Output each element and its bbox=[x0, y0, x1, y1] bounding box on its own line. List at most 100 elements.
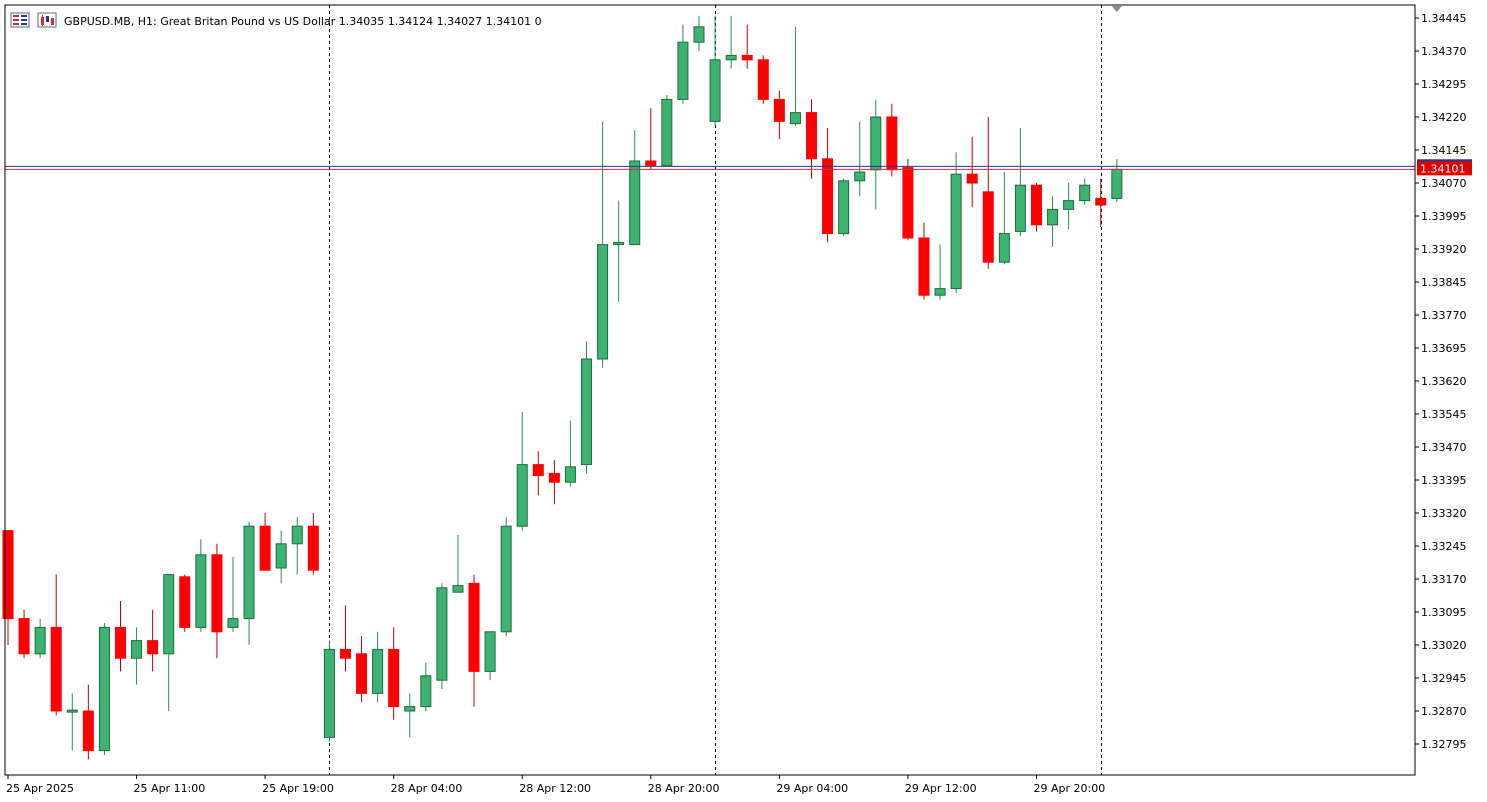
candle bbox=[275, 530, 287, 584]
candle-body-bear bbox=[886, 116, 898, 171]
candle bbox=[645, 108, 657, 170]
candle-body-bull bbox=[838, 180, 850, 235]
candle bbox=[950, 152, 962, 293]
candle bbox=[757, 55, 769, 104]
y-tick-label: 1.33995 bbox=[1421, 210, 1467, 223]
candle-body-bull bbox=[950, 173, 962, 290]
candle-body-bull bbox=[870, 116, 882, 171]
y-tick-label: 1.33395 bbox=[1421, 474, 1467, 487]
candle bbox=[179, 574, 191, 632]
candle-body-bear bbox=[902, 167, 914, 239]
candle-body-bear bbox=[741, 54, 753, 61]
candle-body-bear bbox=[356, 653, 368, 694]
candle bbox=[564, 420, 576, 487]
candle-body-bull bbox=[291, 525, 303, 545]
candle-body-bear bbox=[114, 626, 126, 659]
candle bbox=[147, 609, 159, 672]
candle-body-bull bbox=[195, 554, 207, 628]
candle-body-bear bbox=[532, 464, 544, 477]
candle bbox=[613, 200, 625, 302]
candle bbox=[34, 618, 46, 659]
candle-body-bear bbox=[179, 576, 191, 628]
current-price-label: 1.34101 bbox=[1420, 162, 1466, 175]
y-tick-label: 1.34445 bbox=[1421, 12, 1467, 25]
candle-body-bear bbox=[82, 710, 94, 752]
candle bbox=[404, 693, 416, 738]
y-tick-label: 1.32870 bbox=[1421, 705, 1467, 718]
candle-body-bear bbox=[918, 237, 930, 296]
candle-body-bull bbox=[323, 648, 335, 738]
chart-type-icon[interactable] bbox=[37, 12, 57, 28]
candle-body-bull bbox=[934, 288, 946, 296]
candle bbox=[548, 460, 560, 505]
y-tick-label: 1.33470 bbox=[1421, 441, 1467, 454]
axes-layer: 1.34445 1.34370 1.34295 1.34220 1.34145 1.340… bbox=[4, 4, 1472, 795]
candle bbox=[50, 574, 62, 716]
candle-body-bull bbox=[163, 574, 175, 655]
candle-body-bull bbox=[420, 675, 432, 708]
candle-body-bull bbox=[404, 706, 416, 712]
chart-shift-marker-icon[interactable] bbox=[1111, 6, 1122, 12]
candle-body-bull bbox=[661, 98, 673, 166]
y-tick-label: 1.32945 bbox=[1421, 672, 1467, 685]
candle-body-bull bbox=[131, 640, 143, 659]
candle-body-bear bbox=[548, 472, 560, 483]
candle-body-bull bbox=[500, 525, 512, 633]
candle bbox=[1079, 178, 1091, 205]
plot-frame bbox=[4, 4, 1416, 776]
candle-body-bull bbox=[484, 631, 496, 672]
x-tick-label: 28 Apr 12:00 bbox=[519, 782, 591, 795]
candle bbox=[1047, 196, 1059, 247]
x-tick-label: 25 Apr 2025 bbox=[6, 782, 74, 795]
candle bbox=[195, 539, 207, 632]
candle-body-bear bbox=[773, 98, 785, 122]
candle bbox=[581, 341, 593, 474]
candle-body-bear bbox=[50, 626, 62, 712]
y-tick-label: 1.34070 bbox=[1421, 177, 1467, 190]
candle bbox=[982, 117, 994, 269]
candle-body-bull bbox=[98, 626, 110, 752]
y-tick-label: 1.32795 bbox=[1421, 738, 1467, 751]
candle-body-bear bbox=[1030, 184, 1042, 226]
candles-menu-icon[interactable] bbox=[10, 12, 30, 28]
candle bbox=[211, 543, 223, 659]
y-tick-label: 1.33320 bbox=[1421, 507, 1467, 520]
x-tick-label: 25 Apr 11:00 bbox=[134, 782, 206, 795]
y-tick-label: 1.33245 bbox=[1421, 540, 1467, 553]
y-tick-label: 1.33770 bbox=[1421, 309, 1467, 322]
candle-body-bull bbox=[564, 466, 576, 483]
candle-body-bear bbox=[18, 618, 30, 655]
y-tick-label: 1.33020 bbox=[1421, 639, 1467, 652]
candle bbox=[500, 517, 512, 637]
candle-body-bull bbox=[66, 709, 78, 713]
candle-body-bear bbox=[822, 158, 834, 235]
candle bbox=[966, 136, 978, 208]
chart-header-title: GBPUSD.MB, H1: Great Britan Pound vs US … bbox=[64, 15, 542, 28]
x-tick-label: 29 Apr 20:00 bbox=[1033, 782, 1105, 795]
y-tick-label: 1.33095 bbox=[1421, 606, 1467, 619]
candle-body-bull bbox=[613, 241, 625, 246]
candle bbox=[1063, 183, 1075, 230]
candle bbox=[854, 121, 866, 197]
candle bbox=[18, 609, 30, 659]
y-tick-label: 1.34370 bbox=[1421, 45, 1467, 58]
candle bbox=[629, 130, 641, 246]
candle-body-bull bbox=[581, 358, 593, 466]
candle bbox=[388, 627, 400, 720]
candle-body-bear bbox=[307, 525, 319, 571]
candle bbox=[66, 693, 78, 751]
candle bbox=[452, 535, 464, 593]
candle bbox=[259, 513, 271, 571]
candle-body-bear bbox=[757, 59, 769, 100]
y-tick-label: 1.33920 bbox=[1421, 243, 1467, 256]
candle bbox=[339, 605, 351, 672]
candle bbox=[114, 601, 126, 672]
candle-body-bull bbox=[1047, 208, 1059, 226]
candle bbox=[822, 128, 834, 243]
candle-body-bull bbox=[452, 585, 464, 593]
candle-body-bull bbox=[1079, 184, 1091, 202]
candle-body-bear bbox=[966, 173, 978, 184]
candle-body-bull bbox=[597, 244, 609, 360]
grid-layer bbox=[329, 5, 1102, 775]
